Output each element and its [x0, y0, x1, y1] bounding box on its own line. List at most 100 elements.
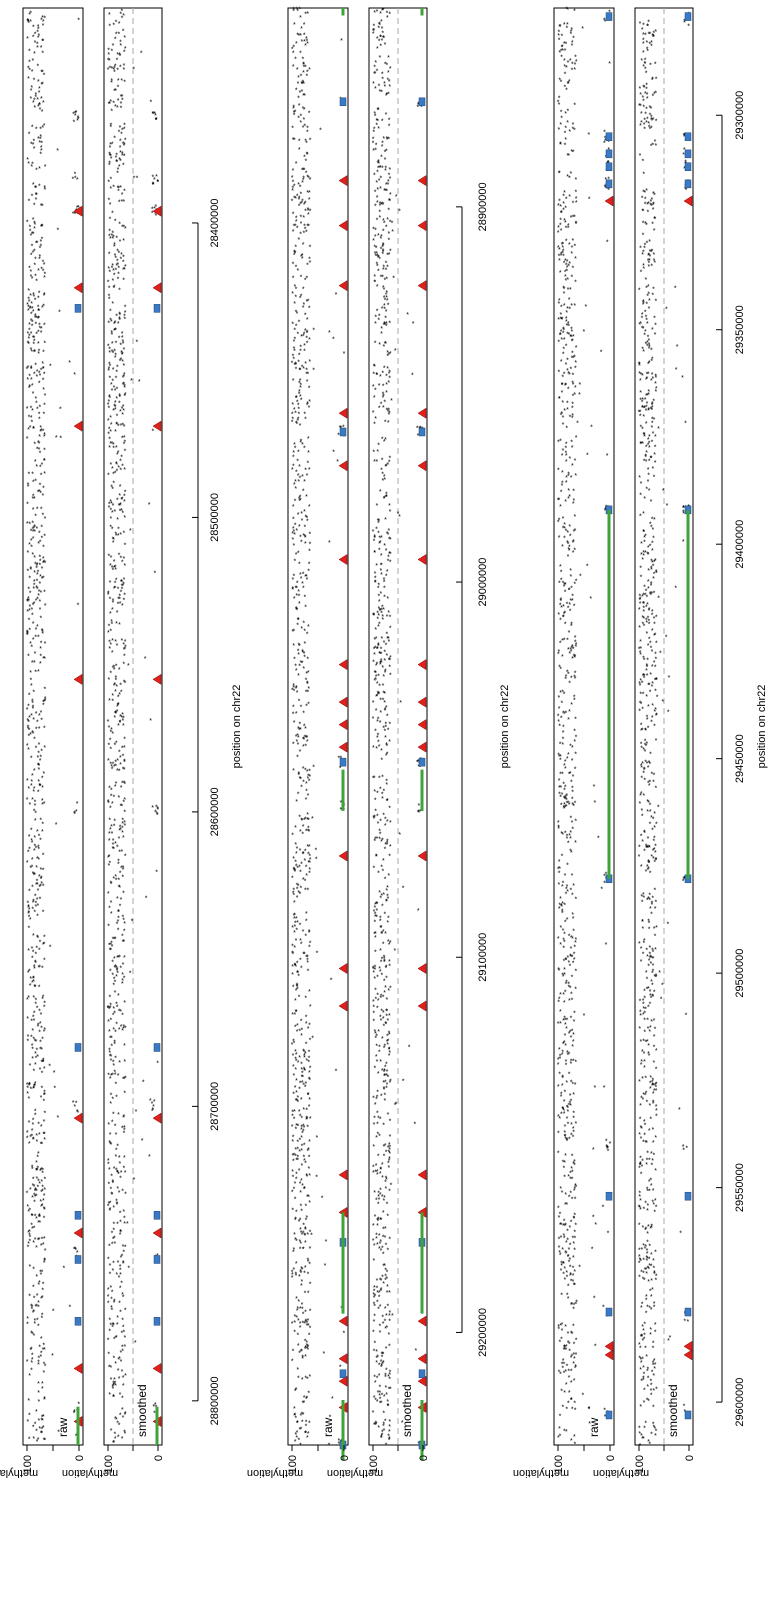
data-point: * — [118, 1008, 121, 1015]
data-point: * — [40, 141, 43, 148]
data-point: * — [33, 1225, 36, 1232]
data-point: * — [295, 1387, 298, 1394]
data-point: * — [119, 342, 122, 349]
data-point: * — [114, 841, 117, 848]
data-point: * — [26, 718, 29, 725]
data-point: * — [124, 1344, 127, 1351]
data-point: * — [121, 1028, 124, 1035]
data-point: * — [40, 1204, 43, 1211]
data-point: * — [33, 1200, 36, 1207]
data-point: * — [292, 586, 295, 593]
data-point: * — [590, 425, 593, 432]
data-point: * — [115, 663, 118, 670]
data-point: * — [653, 724, 656, 731]
data-point: * — [115, 675, 118, 682]
data-point: * — [301, 1412, 304, 1419]
data-point: * — [112, 408, 115, 415]
data-point: * — [37, 440, 40, 447]
data-point: * — [299, 922, 302, 929]
data-point: * — [566, 669, 569, 676]
triangle-marker — [417, 1169, 427, 1181]
data-point: * — [566, 357, 569, 364]
data-point: * — [28, 1238, 31, 1245]
data-point: * — [375, 180, 378, 187]
data-point: * — [373, 280, 376, 287]
data-point: * — [374, 114, 377, 121]
data-point: * — [387, 610, 390, 617]
data-point: * — [27, 905, 30, 912]
data-point: * — [124, 1431, 127, 1438]
data-point: * — [108, 505, 111, 512]
data-point: * — [123, 563, 126, 570]
data-point: * — [133, 1177, 136, 1184]
data-point: * — [306, 577, 309, 584]
data-point: * — [120, 803, 123, 810]
data-point: * — [394, 348, 397, 355]
data-point: * — [32, 309, 35, 316]
data-point: * — [26, 1190, 29, 1197]
data-point: * — [40, 1316, 43, 1323]
data-point: * — [560, 1261, 563, 1268]
data-point: * — [121, 94, 124, 101]
data-point: * — [120, 715, 123, 722]
square-marker — [153, 304, 161, 313]
data-point: * — [565, 1407, 568, 1414]
data-point: * — [30, 779, 33, 786]
data-point: * — [31, 706, 34, 713]
data-point: * — [574, 55, 577, 62]
data-point: * — [114, 327, 117, 334]
data-point: * — [34, 1112, 37, 1119]
data-point: * — [295, 88, 298, 95]
data-point: * — [30, 828, 33, 835]
data-point: * — [42, 700, 45, 707]
data-point: * — [560, 903, 563, 910]
data-point: * — [122, 224, 125, 231]
data-point: * — [382, 691, 385, 698]
data-point: * — [304, 1354, 307, 1361]
data-point: * — [291, 972, 294, 979]
data-point: * — [26, 157, 29, 164]
data-point: * — [118, 221, 121, 228]
data-point: * — [28, 521, 31, 528]
data-point: * — [115, 445, 118, 452]
data-point: * — [27, 296, 30, 303]
data-point: * — [311, 1036, 314, 1043]
data-point: * — [33, 873, 36, 880]
data-point: * — [30, 1368, 33, 1375]
data-point: * — [115, 153, 118, 160]
data-point: * — [375, 1033, 378, 1040]
data-point: * — [372, 612, 375, 619]
data-point: * — [39, 1270, 42, 1277]
square-marker — [153, 1043, 161, 1052]
data-point: * — [565, 887, 568, 894]
data-point: * — [42, 1242, 45, 1249]
data-point: * — [30, 683, 33, 690]
data-point: * — [568, 630, 571, 637]
data-point: * — [36, 446, 39, 453]
data-point: * — [109, 1272, 112, 1279]
square-marker — [339, 757, 347, 767]
triangle-marker — [417, 850, 427, 862]
data-point: * — [569, 849, 572, 856]
data-point: * — [116, 387, 119, 394]
data-point: * — [308, 854, 311, 861]
data-point: * — [381, 472, 384, 479]
data-point: * — [123, 939, 126, 946]
data-point: * — [376, 46, 379, 53]
data-point: * — [43, 434, 46, 441]
data-point: * — [36, 1047, 39, 1054]
data-point: * — [36, 1318, 39, 1325]
data-point: * — [122, 581, 125, 588]
data-point: * — [113, 764, 116, 771]
data-point: * — [118, 1027, 121, 1034]
data-point: * — [40, 145, 43, 152]
data-point: * — [383, 366, 386, 373]
data-point: * — [384, 517, 387, 524]
data-point: * — [26, 997, 29, 1004]
data-point: * — [557, 1084, 560, 1091]
data-point: * — [385, 1009, 388, 1016]
data-point: * — [107, 855, 110, 862]
square-marker — [605, 1410, 613, 1420]
data-point: * — [557, 225, 560, 232]
data-point: * — [389, 351, 392, 358]
